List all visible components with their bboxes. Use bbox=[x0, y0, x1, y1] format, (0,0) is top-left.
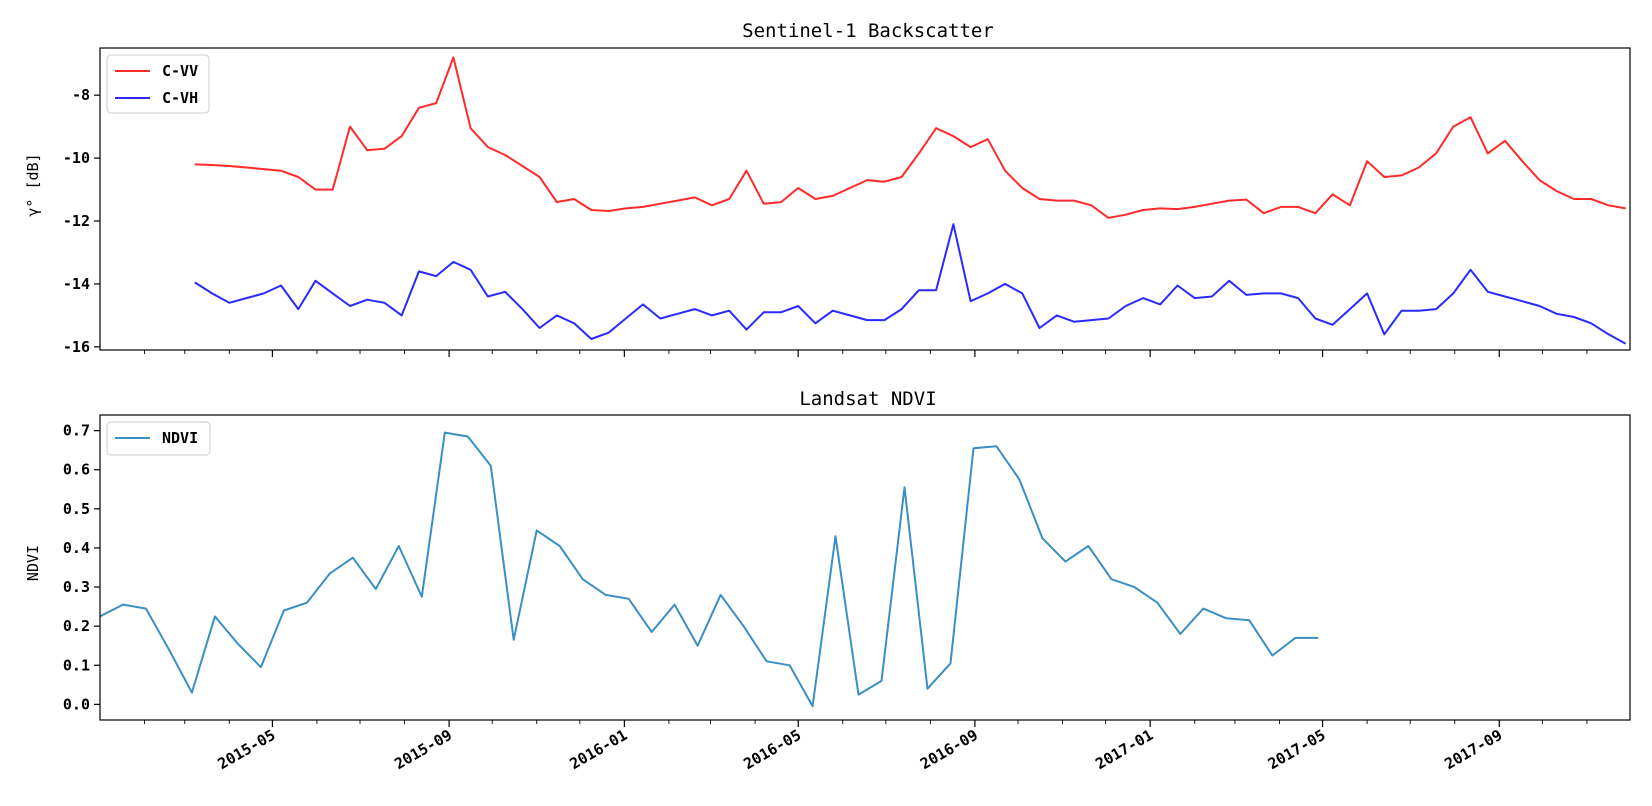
xtick-label: 2016-09 bbox=[917, 726, 981, 773]
backscatter-ticks: -16 -14 -12 -10 -8 bbox=[63, 86, 1588, 357]
xtick-label: 2017-01 bbox=[1092, 726, 1156, 773]
ytick-label: 0.4 bbox=[63, 539, 90, 557]
ytick-label: 0.2 bbox=[63, 617, 90, 635]
xtick-label: 2016-01 bbox=[567, 726, 631, 773]
backscatter-title: Sentinel-1 Backscatter bbox=[742, 20, 994, 42]
legend-label-c-vh: C-VH bbox=[162, 89, 198, 107]
ndvi-legend-box bbox=[106, 421, 211, 456]
legend-label-ndvi: NDVI bbox=[162, 429, 198, 447]
ytick-label: 0.3 bbox=[63, 578, 90, 596]
xtick-label: 2017-05 bbox=[1265, 726, 1329, 773]
ytick-label: -8 bbox=[72, 86, 90, 104]
backscatter-axes-frame bbox=[99, 47, 1631, 351]
ytick-label: 0.7 bbox=[63, 422, 90, 440]
ytick-label: -14 bbox=[63, 275, 90, 293]
series-line-c-vh bbox=[194, 223, 1627, 345]
ytick-label: 0.5 bbox=[63, 500, 90, 518]
ndvi-title: Landsat NDVI bbox=[799, 388, 936, 410]
backscatter-series bbox=[194, 56, 1627, 345]
series-line-ndvi bbox=[100, 431, 1319, 708]
ndvi-ylabel: NDVI bbox=[24, 545, 42, 581]
xtick-label: 2015-09 bbox=[391, 726, 455, 773]
ytick-label: -16 bbox=[63, 338, 90, 356]
ytick-label: 0.6 bbox=[63, 461, 90, 479]
ytick-label: -12 bbox=[63, 212, 90, 230]
xtick-label: 2016-05 bbox=[740, 726, 804, 773]
backscatter-ylabel: γ° [dB] bbox=[24, 153, 42, 216]
legend-label-c-vv: C-VV bbox=[162, 62, 198, 80]
ndvi-panel: Landsat NDVI NDVI 0.0 0.1 0.2 0.3 0.4 0.5 0.6 0… bbox=[24, 388, 1631, 773]
ytick-label: 0.1 bbox=[63, 656, 90, 674]
ndvi-axes-frame bbox=[99, 414, 1631, 721]
ytick-label: -10 bbox=[63, 149, 90, 167]
ndvi-legend: NDVI bbox=[106, 421, 211, 456]
ytick-label: 0.0 bbox=[63, 695, 90, 713]
backscatter-legend: C-VV C-VH bbox=[106, 54, 210, 114]
series-line-c-vv bbox=[194, 56, 1626, 219]
ndvi-series bbox=[100, 431, 1319, 708]
xtick-label: 2017-09 bbox=[1442, 726, 1506, 773]
backscatter-panel: Sentinel-1 Backscatter γ° [dB] -16 -14 -12… bbox=[24, 20, 1631, 357]
xtick-label: 2015-05 bbox=[215, 726, 279, 773]
